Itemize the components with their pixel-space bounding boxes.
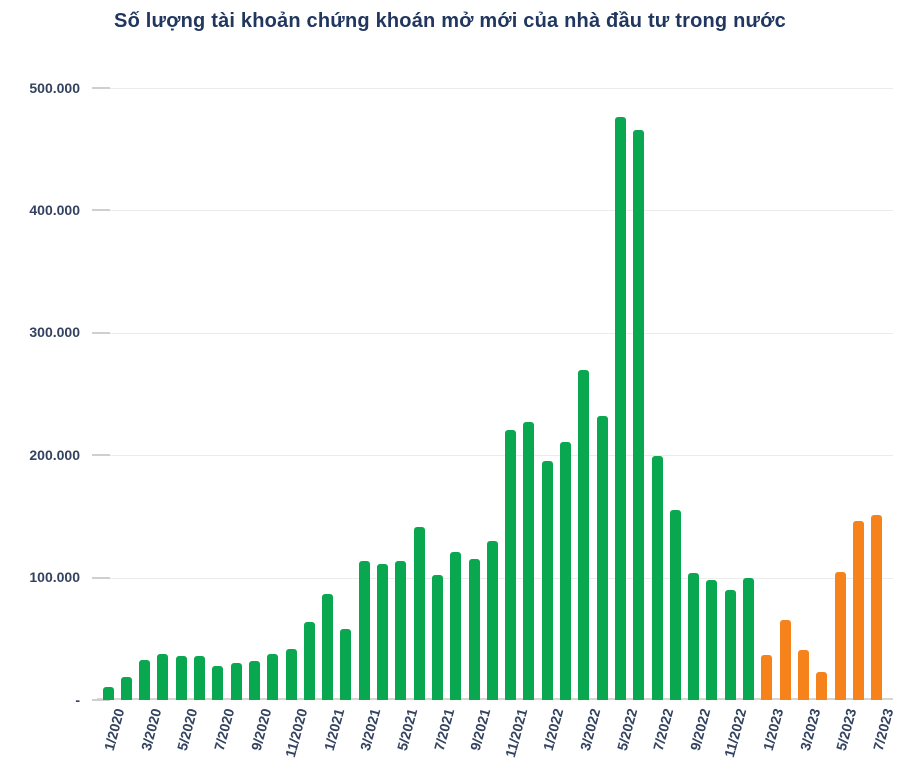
- y-axis-tick-label: 100.000: [29, 569, 80, 586]
- bar-3/2022: [578, 369, 590, 700]
- bar-12/2020: [303, 621, 315, 700]
- x-axis-tick-label: 1/2020: [100, 706, 128, 753]
- x-axis-tick-label: 1/2023: [759, 706, 787, 753]
- bar-4/2020: [157, 653, 169, 700]
- bar-12/2022: [743, 577, 754, 700]
- x-axis-tick-label: 5/2021: [393, 706, 421, 753]
- x-axis-tick-label: 5/2020: [174, 706, 201, 753]
- bar-2/2023: [779, 620, 791, 700]
- bar-10/2021: [486, 540, 498, 700]
- plot-area: [92, 87, 893, 701]
- x-axis-tick-label: 7/2021: [430, 706, 457, 753]
- bar-7/2023: [871, 515, 883, 700]
- bar-8/2020: [230, 663, 242, 700]
- bar-3/2023: [797, 649, 809, 700]
- gridline: [97, 455, 893, 457]
- bar-5/2021: [395, 560, 407, 700]
- bar-7/2022: [651, 456, 663, 700]
- bar-7/2021: [431, 575, 443, 700]
- bar-9/2022: [688, 572, 700, 700]
- bar-2/2022: [560, 441, 571, 700]
- y-axis: 500.000 400.000 300.000 200.000 100.000 -: [0, 0, 80, 783]
- bar-7/2020: [212, 665, 224, 700]
- bar-8/2022: [669, 510, 681, 700]
- bar-5/2020: [175, 655, 187, 700]
- bar-1/2023: [761, 654, 773, 700]
- x-axis-tick-label: 1/2022: [540, 706, 567, 753]
- bar-11/2020: [285, 648, 297, 700]
- x-axis-tick-label: 7/2023: [869, 706, 897, 753]
- bar-4/2022: [596, 416, 608, 700]
- bar-1/2021: [322, 593, 334, 700]
- y-axis-tick-label: -: [75, 691, 80, 708]
- x-axis: 1/2020 3/2020 5/2020 7/2020 9/2020 11/2020 1/2…: [97, 700, 897, 783]
- bar-1/2020: [102, 686, 114, 700]
- gridline: [97, 210, 893, 212]
- x-axis-tick-label: 1/2021: [320, 706, 348, 753]
- y-axis-tick-label: 200.000: [29, 446, 80, 463]
- x-axis-tick-label: 3/2021: [357, 706, 384, 753]
- bar-10/2020: [267, 653, 279, 700]
- x-axis-tick-label: 7/2022: [649, 706, 677, 753]
- bar-12/2021: [523, 422, 535, 700]
- y-axis-tick: [92, 209, 110, 212]
- bar-2/2021: [340, 629, 352, 700]
- bar-3/2021: [358, 560, 370, 700]
- y-axis-tick-label: 400.000: [29, 201, 80, 218]
- bar-4/2023: [816, 671, 828, 700]
- bar-9/2021: [468, 559, 480, 700]
- y-axis-tick: [92, 331, 110, 334]
- bar-11/2021: [505, 429, 517, 700]
- y-axis-tick: [92, 576, 110, 579]
- bar-6/2020: [194, 655, 205, 700]
- bar-11/2022: [724, 589, 736, 700]
- x-axis-tick-label: 5/2023: [832, 706, 860, 753]
- bar-6/2021: [413, 527, 425, 700]
- bar-4/2021: [377, 564, 388, 700]
- x-axis-tick-label: 11/2022: [721, 706, 750, 760]
- gridline: [97, 332, 893, 334]
- x-axis-tick-label: 7/2020: [210, 706, 238, 753]
- x-axis-tick-label: 3/2020: [137, 706, 165, 753]
- bar-5/2023: [834, 571, 846, 700]
- y-axis-tick: [92, 454, 110, 457]
- bar-2/2020: [120, 676, 132, 700]
- bar-9/2020: [248, 660, 260, 700]
- x-axis-tick-label: 9/2021: [466, 706, 494, 753]
- x-axis-tick-label: 11/2021: [501, 706, 531, 760]
- y-axis-tick-label: 300.000: [29, 324, 80, 341]
- x-axis-tick-label: 9/2020: [247, 706, 274, 753]
- x-axis-tick-label: 5/2022: [613, 706, 640, 753]
- x-axis-tick-label: 3/2022: [576, 706, 604, 753]
- bar-1/2022: [541, 461, 553, 700]
- bar-3/2020: [139, 659, 151, 700]
- x-axis-tick-label: 11/2020: [282, 706, 311, 760]
- bar-5/2022: [614, 117, 626, 700]
- bar-10/2022: [706, 580, 718, 700]
- bar-6/2023: [852, 521, 864, 700]
- bar-8/2021: [450, 551, 462, 700]
- bar-6/2022: [633, 129, 645, 700]
- x-axis-tick-label: 3/2023: [796, 706, 823, 753]
- chart-title: Số lượng tài khoản chứng khoán mở mới củ…: [114, 10, 786, 32]
- y-axis-tick-label: 500.000: [29, 79, 80, 96]
- y-axis-tick: [92, 87, 110, 89]
- x-axis-tick-label: 9/2022: [686, 706, 714, 753]
- gridline: [97, 88, 893, 89]
- y-axis-tick: [92, 699, 110, 701]
